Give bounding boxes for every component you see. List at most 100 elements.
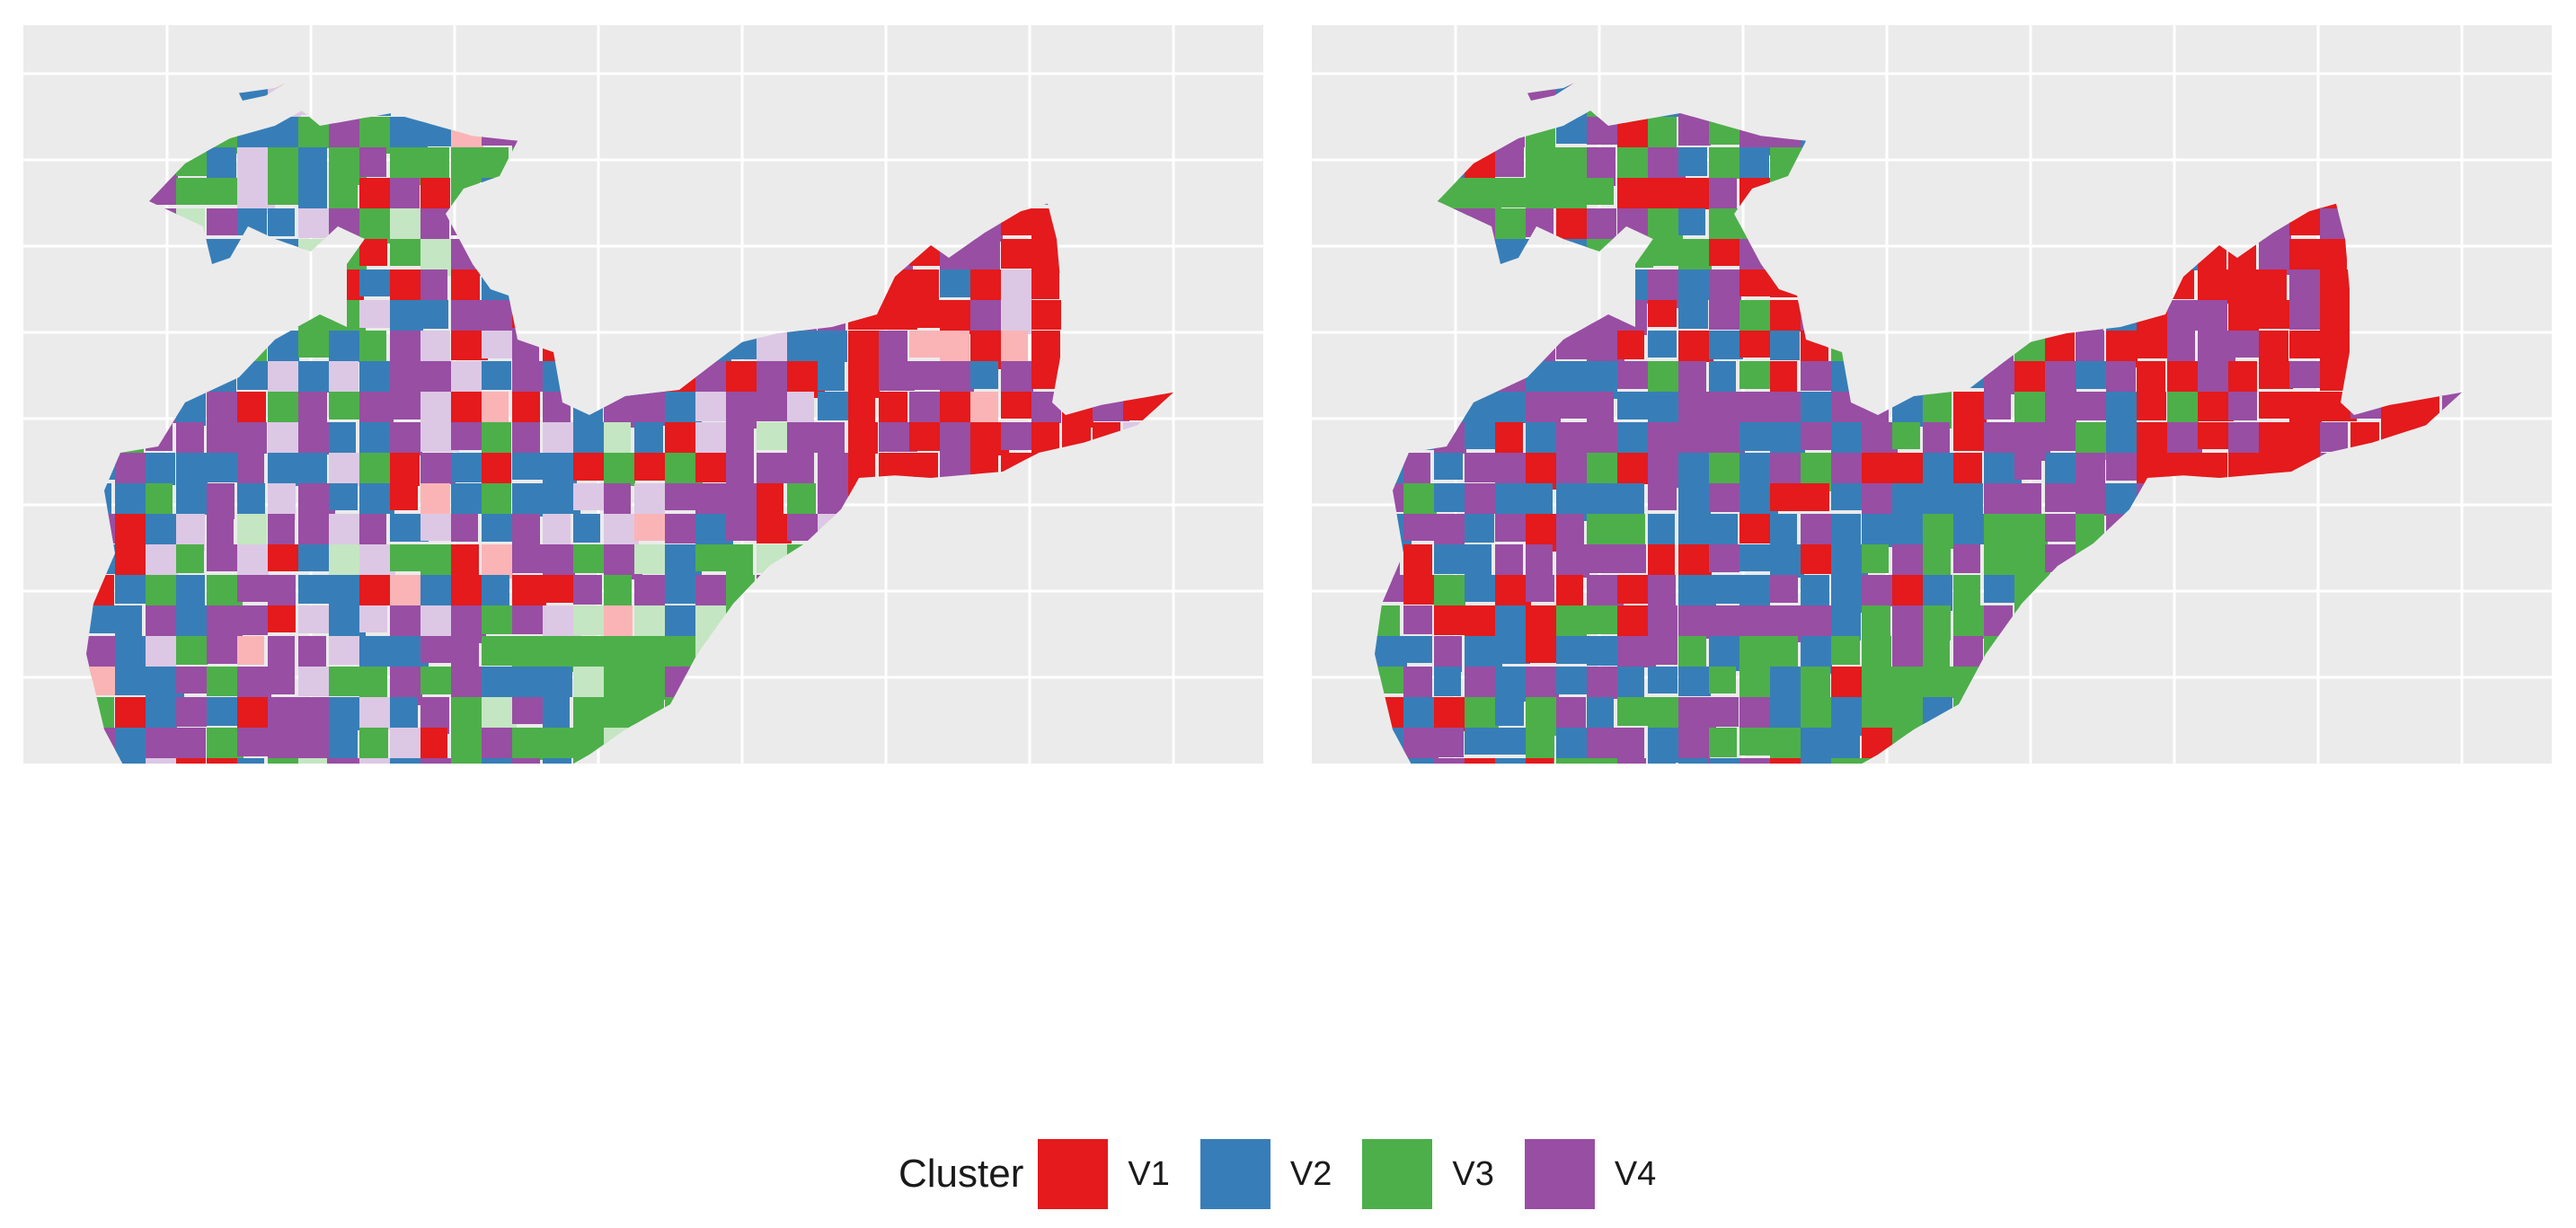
county-cell — [757, 514, 792, 543]
county-cell — [1403, 514, 1438, 541]
county-cell — [420, 269, 447, 305]
county-cell — [1648, 605, 1677, 641]
county-cell — [2076, 453, 2105, 485]
county-cell — [1709, 514, 1738, 546]
county-cell — [2014, 483, 2041, 515]
county-cell — [1648, 117, 1677, 147]
county-cell — [359, 208, 394, 243]
county-cell — [1709, 575, 1745, 604]
county-cell — [787, 392, 814, 428]
county-cell — [787, 422, 823, 453]
county-cell — [2259, 392, 2292, 419]
county-cell — [1587, 483, 1619, 515]
county-cell — [1495, 636, 1530, 664]
county-cell — [207, 544, 243, 571]
county-cell — [726, 544, 753, 579]
county-cell — [420, 178, 450, 212]
county-cell — [1678, 422, 1713, 454]
county-cell — [665, 514, 701, 543]
county-cell — [329, 728, 358, 761]
county-cell — [2289, 392, 2322, 428]
county-cell — [115, 758, 152, 764]
county-cell — [2289, 331, 2323, 358]
county-cell — [237, 514, 267, 550]
county-cell — [695, 392, 730, 421]
county-cell — [1648, 239, 1679, 266]
county-cell — [848, 331, 882, 363]
county-cell — [1678, 208, 1705, 235]
county-cell — [2076, 361, 2109, 389]
county-cell — [329, 697, 365, 730]
county-cell — [818, 361, 845, 391]
county-cell — [359, 697, 392, 729]
county-cell — [359, 269, 390, 296]
county-cell — [1678, 758, 1707, 764]
county-cell — [1648, 331, 1677, 358]
county-cell — [634, 575, 665, 605]
county-cell — [1617, 758, 1646, 764]
county-cell — [237, 422, 267, 454]
county-cell — [237, 697, 269, 733]
county-cell — [1801, 728, 1832, 761]
county-cell — [298, 697, 333, 729]
county-cell — [146, 758, 177, 764]
county-cell — [329, 178, 358, 209]
county-cell — [1923, 575, 1952, 611]
county-cell — [268, 514, 295, 548]
county-cell — [1556, 83, 1587, 86]
county-cell — [1587, 697, 1614, 732]
county-cell — [1648, 300, 1677, 327]
county-cell — [1739, 758, 1772, 764]
legend-label-v1: V1 — [1128, 1154, 1170, 1193]
county-cell — [207, 758, 237, 764]
county-cell — [482, 331, 514, 358]
county-cell — [268, 636, 295, 670]
county-cell — [329, 667, 361, 696]
county-cell — [1831, 728, 1860, 759]
county-cell — [1923, 636, 1950, 667]
county-cell — [573, 483, 605, 510]
county-cell — [1617, 483, 1644, 517]
county-cell — [1770, 697, 1804, 730]
county-cell — [1831, 483, 1863, 510]
county-cell — [1648, 422, 1680, 455]
map-svg-left — [23, 25, 1263, 764]
county-cell — [543, 697, 570, 733]
county-cell — [634, 392, 666, 426]
county-cell — [2014, 453, 2041, 480]
county-cell — [237, 636, 264, 665]
county-cell — [1739, 422, 1773, 451]
county-cell — [1434, 728, 1464, 757]
county-cell — [970, 269, 1005, 302]
county-cell — [818, 331, 847, 362]
county-cell — [451, 514, 478, 542]
county-cell — [1001, 300, 1032, 334]
legend-swatch-v4 — [1524, 1139, 1595, 1209]
county-cell — [604, 605, 633, 637]
county-cell — [909, 331, 940, 358]
county-cell — [970, 361, 998, 389]
county-cell — [420, 392, 456, 428]
county-cell — [1984, 392, 2011, 420]
county-cell — [1678, 117, 1711, 146]
county-cell — [1862, 667, 1893, 697]
county-cell — [1770, 758, 1801, 764]
county-cell — [329, 361, 359, 394]
county-cell — [1923, 667, 1953, 698]
county-cell — [512, 483, 545, 517]
county-cell — [451, 422, 482, 450]
county-cell — [573, 514, 600, 543]
county-cell — [1556, 636, 1591, 664]
county-cell — [1801, 392, 1837, 426]
county-cell — [115, 575, 146, 604]
county-cell — [2076, 392, 2106, 420]
county-cell — [482, 728, 512, 759]
county-cell — [879, 392, 907, 423]
county-cell — [1831, 636, 1860, 665]
county-cell — [390, 453, 420, 486]
county-cell — [237, 453, 264, 488]
county-cell — [787, 483, 816, 519]
county-cell — [359, 483, 394, 514]
county-cell — [298, 728, 333, 764]
county-cell — [451, 483, 485, 514]
